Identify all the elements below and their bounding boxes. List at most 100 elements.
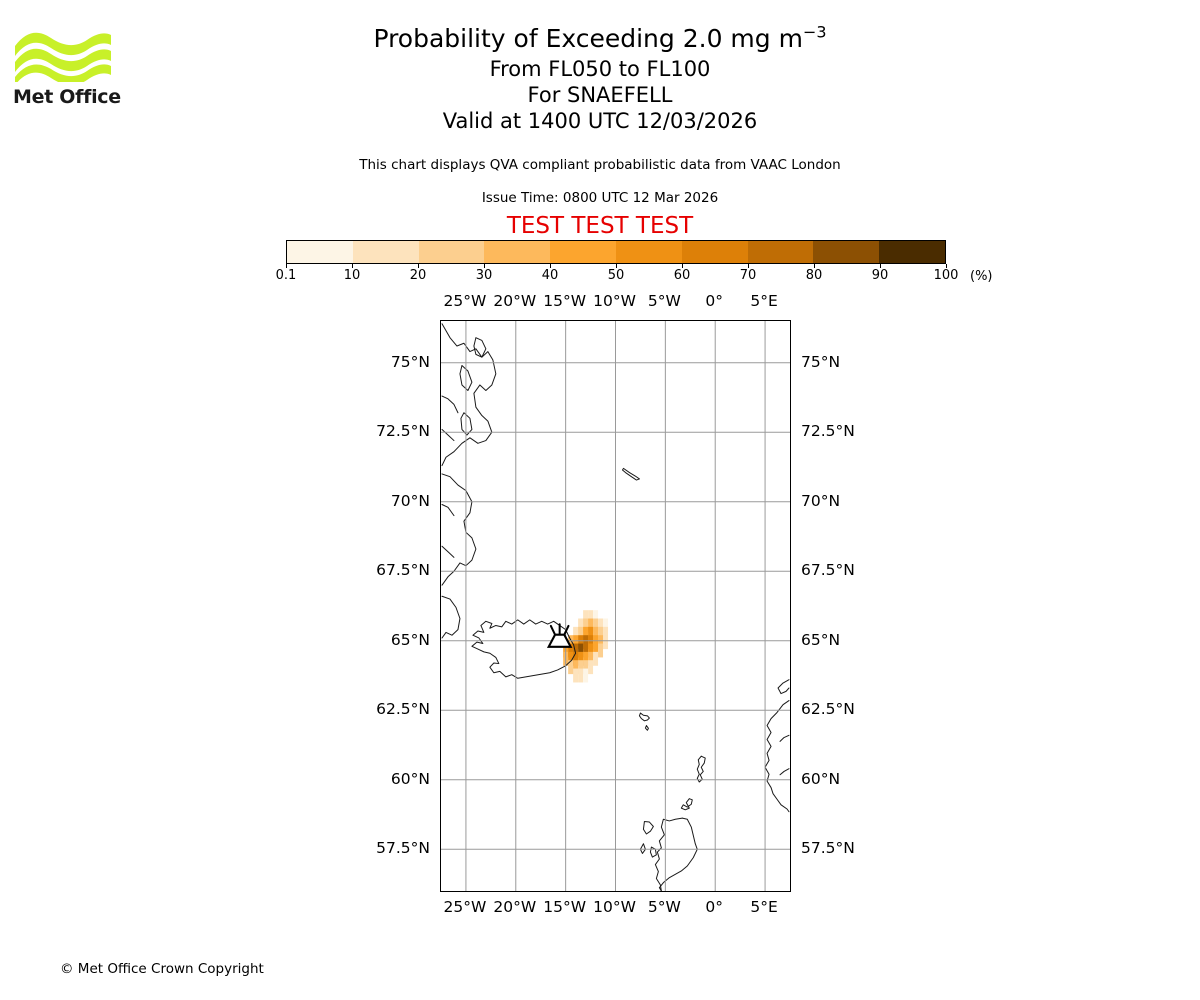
lon-tick-label-top-1: 20°W bbox=[493, 292, 537, 310]
ash-cell-33 bbox=[568, 651, 574, 666]
ash-cell-28 bbox=[583, 643, 589, 658]
ash-cell-41 bbox=[578, 660, 584, 675]
lat-tick-label-right-7: 57.5°N bbox=[801, 839, 855, 858]
ash-cell-45 bbox=[578, 668, 584, 683]
colorbar-swatches bbox=[286, 240, 946, 264]
volcano-marker-icon bbox=[546, 623, 573, 648]
ash-cell-6 bbox=[593, 618, 599, 633]
coast-greenland-inlet-b bbox=[473, 337, 487, 358]
colorbar-ticklabel-0: 0.1 bbox=[275, 268, 297, 283]
met-office-wave-mark bbox=[15, 32, 111, 82]
lat-tick-label-left-5: 62.5°N bbox=[376, 700, 430, 719]
colorbar-swatch-2 bbox=[418, 241, 485, 263]
colorbar-tickmark-3 bbox=[484, 264, 485, 268]
colorbar-ticklabel-2: 20 bbox=[409, 268, 427, 283]
lon-tick-label-top-4: 5°W bbox=[647, 292, 681, 310]
test-banner: TEST TEST TEST bbox=[506, 213, 694, 239]
ash-cell-35 bbox=[578, 651, 584, 666]
coast-greenland-fjord-1 bbox=[441, 395, 459, 414]
colorbar-swatch-4 bbox=[550, 241, 616, 263]
lat-tick-label-right-1: 72.5°N bbox=[801, 422, 855, 441]
coast-greenland-east bbox=[441, 323, 497, 467]
colorbar-swatch-7 bbox=[747, 241, 814, 263]
lat-tick-label-right-6: 60°N bbox=[801, 769, 841, 788]
lon-tick-label-bottom-5: 0° bbox=[705, 898, 724, 916]
coast-greenland-fjord-2 bbox=[441, 428, 455, 442]
lat-tick-label-left-7: 57.5°N bbox=[376, 839, 430, 858]
lon-tick-label-bottom-2: 15°W bbox=[543, 898, 587, 916]
ash-cell-16 bbox=[568, 635, 574, 650]
colorbar-tickmark-9 bbox=[880, 264, 881, 268]
ash-cell-23 bbox=[603, 635, 609, 650]
ash-cell-7 bbox=[598, 618, 604, 633]
lon-tick-label-bottom-0: 25°W bbox=[443, 898, 487, 916]
page-title-superscript: −3 bbox=[802, 22, 827, 42]
colorbar-ticklabel-5: 50 bbox=[607, 268, 625, 283]
ash-cell-8 bbox=[603, 618, 609, 633]
ash-cell-4 bbox=[583, 618, 589, 633]
volcano-cone bbox=[546, 633, 573, 648]
lat-tick-label-right-0: 75°N bbox=[801, 352, 841, 371]
colorbar-swatch-8 bbox=[813, 241, 880, 263]
ash-cell-14 bbox=[598, 626, 604, 641]
coast-outer-hebrides bbox=[642, 820, 654, 835]
coast-scotland-west bbox=[654, 817, 683, 891]
lon-tick-label-bottom-1: 20°W bbox=[493, 898, 537, 916]
colorbar-swatch-1 bbox=[352, 241, 419, 263]
ash-cell-34 bbox=[573, 651, 579, 666]
lat-tick-label-left-4: 65°N bbox=[390, 630, 430, 649]
lat-tick-label-left-2: 70°N bbox=[390, 491, 430, 510]
coast-orkney bbox=[680, 798, 693, 811]
ash-cell-10 bbox=[578, 626, 584, 641]
colorbar-tickmark-0 bbox=[286, 264, 287, 268]
ash-cell-2 bbox=[593, 610, 599, 625]
ash-cell-26 bbox=[573, 643, 579, 658]
lat-tick-label-right-3: 67.5°N bbox=[801, 561, 855, 580]
lon-tick-label-top-0: 25°W bbox=[443, 292, 487, 310]
ash-cell-42 bbox=[583, 660, 589, 675]
colorbar-tickmark-2 bbox=[418, 264, 419, 268]
coast-iceland bbox=[471, 619, 577, 679]
ash-cell-38 bbox=[593, 651, 599, 666]
lat-tick-label-right-4: 65°N bbox=[801, 630, 841, 649]
colorbar-ticklabel-1: 10 bbox=[343, 268, 361, 283]
map-canvas bbox=[441, 321, 790, 891]
colorbar-tickmark-1 bbox=[352, 264, 353, 268]
ash-cell-30 bbox=[593, 643, 599, 658]
page-title: Probability of Exceeding 2.0 mg m−3 bbox=[0, 22, 1200, 56]
ash-cell-37 bbox=[588, 651, 594, 666]
probability-colorbar bbox=[286, 240, 946, 264]
ash-cell-13 bbox=[593, 626, 599, 641]
title-flight-levels: From FL050 to FL100 bbox=[489, 57, 711, 81]
coast-greenland-inlet-c bbox=[460, 412, 473, 436]
lat-tick-label-left-3: 67.5°N bbox=[376, 561, 430, 580]
colorbar-tickmark-8 bbox=[814, 264, 815, 268]
ash-cell-18 bbox=[578, 635, 584, 650]
colorbar-tickmark-10 bbox=[946, 264, 947, 268]
ash-cell-43 bbox=[588, 660, 594, 675]
title-volcano: For SNAEFELL bbox=[527, 83, 673, 107]
colorbar-tickmark-4 bbox=[550, 264, 551, 268]
colorbar-tickmark-7 bbox=[748, 264, 749, 268]
colorbar-swatch-5 bbox=[615, 241, 682, 263]
ash-cell-46 bbox=[583, 668, 589, 683]
colorbar-ticklabel-4: 40 bbox=[541, 268, 559, 283]
map-plot-area[interactable] bbox=[440, 320, 791, 892]
page-title-text: Probability of Exceeding 2.0 mg m bbox=[373, 24, 803, 53]
colorbar-ticklabel-8: 80 bbox=[805, 268, 823, 283]
colorbar-ticklabel-7: 70 bbox=[739, 268, 757, 283]
coast-scotland-north bbox=[658, 817, 698, 891]
ash-cell-5 bbox=[588, 618, 594, 633]
coast-faroe-south bbox=[644, 725, 649, 731]
logo-wave-band-2 bbox=[15, 48, 111, 72]
chart-title-block: Probability of Exceeding 2.0 mg m−3 From… bbox=[0, 22, 1200, 134]
lat-tick-label-left-0: 75°N bbox=[390, 352, 430, 371]
volcano-eruption-line-2 bbox=[563, 624, 570, 635]
ash-cell-27 bbox=[578, 643, 584, 658]
lat-tick-label-right-2: 70°N bbox=[801, 491, 841, 510]
ash-cell-19 bbox=[583, 635, 589, 650]
ash-cell-31 bbox=[598, 643, 604, 658]
ash-cell-36 bbox=[583, 651, 589, 666]
colorbar-units-label: (%) bbox=[970, 269, 993, 284]
lon-tick-label-top-3: 10°W bbox=[593, 292, 636, 310]
